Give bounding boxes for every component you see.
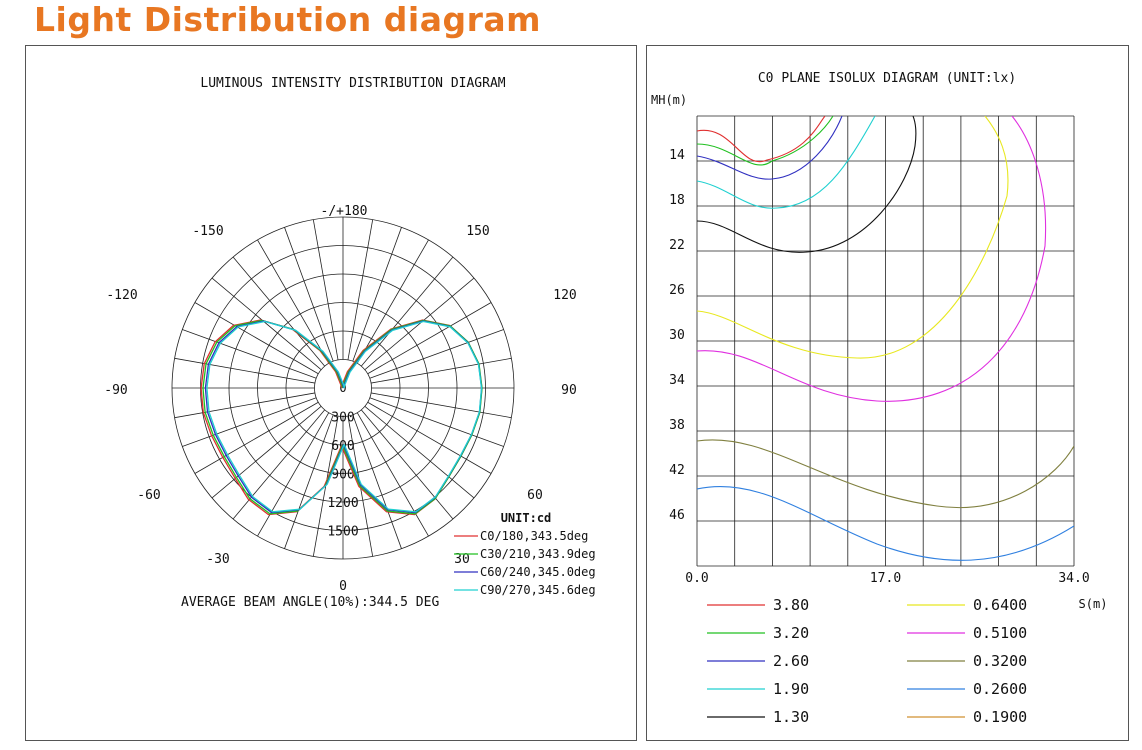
polar-spoke [370, 357, 512, 384]
isolux-ylabel: MH(m) [651, 93, 687, 107]
polar-title: LUMINOUS INTENSITY DISTRIBUTION DIAGRAM [200, 76, 505, 91]
isolux-x-tick: 0.0 [685, 571, 708, 586]
polar-spoke [284, 414, 334, 549]
polar-spoke [182, 397, 317, 447]
isolux-contour-line [697, 116, 843, 180]
page-title: Light Distribution diagram [34, 0, 542, 39]
luminous-intensity-panel: LUMINOUS INTENSITY DISTRIBUTION DIAGRAM -… [25, 45, 637, 741]
polar-angle-label: -60 [137, 488, 160, 503]
isolux-legend-label: 1.90 [773, 680, 809, 698]
isolux-x-tick: 34.0 [1058, 571, 1089, 586]
polar-spoke [211, 406, 322, 499]
polar-spoke [194, 401, 319, 474]
polar-spoke [174, 357, 316, 384]
polar-angle-label: 30 [454, 552, 470, 567]
isolux-legend-label: 0.1900 [973, 708, 1027, 726]
polar-spoke [352, 414, 402, 549]
polar-spoke [232, 256, 325, 367]
polar-angle-label: 0 [339, 579, 347, 594]
isolux-legend-label: 0.3200 [973, 652, 1027, 670]
isolux-grid [696, 115, 1075, 567]
isolux-legend-label: 0.5100 [973, 624, 1027, 642]
polar-radial-tick: 900 [331, 468, 354, 483]
isolux-contour-line [697, 439, 1074, 508]
isolux-contour-line [697, 116, 917, 253]
isolux-legend-label: 0.6400 [973, 596, 1027, 614]
polar-spoke [367, 302, 492, 375]
polar-spoke [361, 256, 454, 367]
isolux-legend-label: 0.2600 [973, 680, 1027, 698]
polar-angle-label: 90 [561, 383, 577, 398]
polar-spoke [356, 239, 429, 364]
polar-angle-label: -/+180 [321, 204, 368, 219]
polar-spoke [284, 227, 334, 362]
polar-spoke [369, 397, 504, 447]
polar-angle-label: -120 [106, 288, 137, 303]
isolux-y-tick: 46 [669, 508, 685, 523]
isolux-chart: C0 PLANE ISOLUX DIAGRAM (UNIT:lx) MH(m) 14… [651, 71, 1108, 726]
isolux-legend-label: 3.20 [773, 624, 809, 642]
isolux-y-tick: 22 [669, 238, 685, 253]
isolux-x-tick: 17.0 [870, 571, 901, 586]
polar-legend-label: C90/270,345.6deg [480, 583, 596, 597]
isolux-contour-line [697, 116, 834, 166]
isolux-y-tick: 14 [669, 148, 685, 163]
polar-chart: LUMINOUS INTENSITY DISTRIBUTION DIAGRAM -… [104, 76, 596, 610]
polar-angle-label: 150 [466, 224, 489, 239]
polar-spoke [257, 412, 330, 537]
polar-spoke [352, 227, 402, 362]
isolux-xlabel: S(m) [1079, 597, 1108, 611]
polar-spoke [364, 277, 475, 370]
polar-spoke [257, 239, 330, 364]
isolux-y-tick: 26 [669, 283, 685, 298]
isolux-y-tick: 38 [669, 418, 685, 433]
isolux-title: C0 PLANE ISOLUX DIAGRAM (UNIT:lx) [758, 71, 1016, 86]
polar-legend-label: C60/240,345.0deg [480, 565, 596, 579]
polar-angle-label: 60 [527, 488, 543, 503]
polar-spoke [211, 277, 322, 370]
isolux-contour-line [697, 116, 1009, 359]
isolux-panel: C0 PLANE ISOLUX DIAGRAM (UNIT:lx) MH(m) 14… [646, 45, 1129, 741]
polar-radial-tick: 300 [331, 411, 354, 426]
isolux-y-tick: 30 [669, 328, 685, 343]
polar-spoke [370, 392, 512, 419]
polar-spoke [361, 409, 454, 520]
polar-spoke [232, 409, 325, 520]
polar-spoke [364, 406, 475, 499]
isolux-y-tick: 34 [669, 373, 685, 388]
isolux-y-tick: 42 [669, 463, 685, 478]
polar-spoke [174, 392, 316, 419]
polar-spoke [312, 219, 339, 361]
isolux-contour-line [697, 116, 876, 209]
polar-spoke [347, 219, 374, 361]
isolux-legend-label: 3.80 [773, 596, 809, 614]
polar-legend-label: C0/180,343.5deg [480, 529, 588, 543]
polar-spoke [356, 412, 429, 537]
isolux-contour-line [697, 116, 826, 163]
polar-unit-label: UNIT:cd [501, 511, 552, 525]
isolux-legend-label: 2.60 [773, 652, 809, 670]
polar-intensity-curve [206, 320, 483, 513]
polar-radial-tick: 1500 [327, 525, 358, 540]
polar-angle-label: -90 [104, 383, 127, 398]
polar-legend-label: C30/210,343.9deg [480, 547, 596, 561]
polar-spoke [194, 302, 319, 375]
polar-radial-tick: 1200 [327, 496, 358, 511]
polar-angle-label: -150 [192, 224, 223, 239]
isolux-contour-line [697, 116, 1047, 402]
polar-angle-label: -30 [206, 552, 229, 567]
polar-spoke [369, 329, 504, 379]
isolux-legend-label: 1.30 [773, 708, 809, 726]
polar-footer: AVERAGE BEAM ANGLE(10%):344.5 DEG [181, 595, 439, 610]
polar-grid-spokes [172, 217, 514, 559]
polar-spoke [182, 329, 317, 379]
isolux-y-tick: 18 [669, 193, 685, 208]
polar-angle-label: 120 [553, 288, 576, 303]
isolux-contour-line [697, 485, 1074, 561]
isolux-contours [697, 116, 1074, 561]
polar-spoke [367, 401, 492, 474]
